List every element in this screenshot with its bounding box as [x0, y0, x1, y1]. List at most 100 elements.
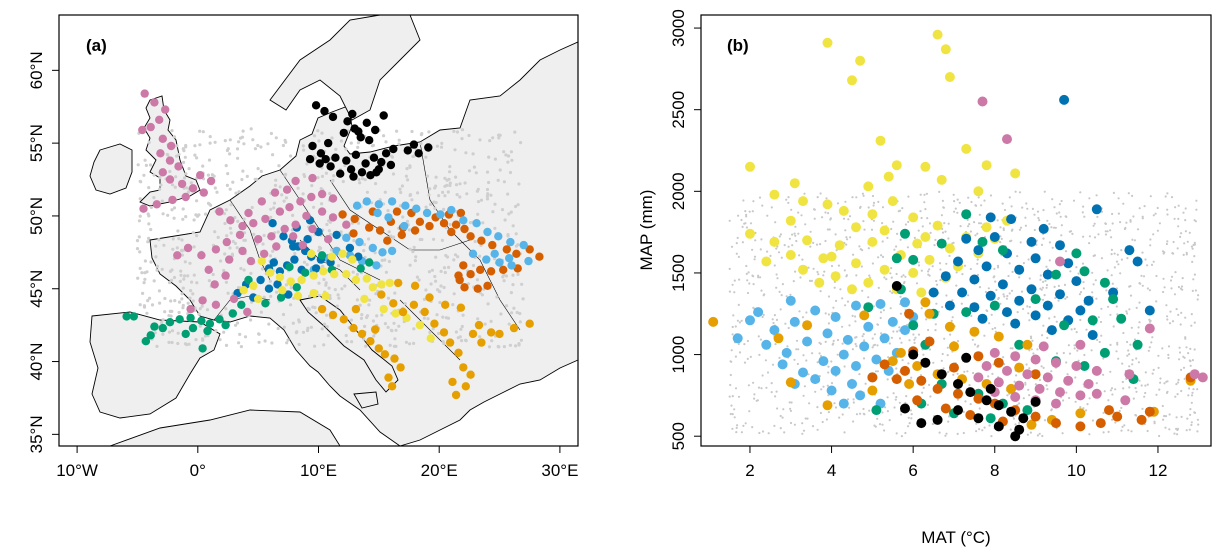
scatter-bg-point: [782, 408, 785, 411]
scatter-bg-point: [1046, 388, 1049, 391]
map-bg-point: [459, 327, 463, 331]
scatter-bg-point: [781, 283, 785, 286]
map-bg-point: [138, 266, 142, 270]
map-bg-point: [169, 299, 173, 303]
scatter-bg-point: [1003, 295, 1006, 298]
scatter-bg-point: [824, 239, 827, 243]
map-bg-point: [142, 304, 146, 308]
map-bg-point: [197, 312, 201, 316]
map-bg-point: [211, 272, 215, 277]
map-panel: 10°W 0° 10°E 20°E 30°E35°N40°N45°N50°N55°N60…: [27, 14, 579, 480]
scatter-bg-point: [811, 352, 814, 355]
map-point: [384, 373, 393, 382]
map-bg-point: [233, 241, 237, 245]
map-bg-point: [237, 341, 241, 345]
map-bg-point: [184, 215, 188, 219]
scatter-point: [1059, 320, 1070, 331]
map-point: [349, 323, 358, 333]
map-bg-point: [277, 164, 281, 168]
scatter-bg-point: [1018, 228, 1022, 231]
map-point: [155, 115, 164, 125]
scatter-bg-point: [1002, 293, 1005, 296]
map-bg-point: [236, 156, 240, 160]
scatter-bg-point: [987, 375, 990, 378]
map-bg-point: [170, 208, 174, 212]
scatter-bg-point: [1079, 318, 1082, 322]
scatter-bg-point: [1134, 387, 1137, 390]
map-bg-point: [480, 293, 484, 297]
scatter-bg-point: [896, 330, 899, 333]
scatter-bg-point: [1153, 420, 1156, 423]
map-y-tick-label: 45°N: [27, 270, 46, 308]
scatter-point: [900, 365, 910, 376]
map-bg-point: [430, 268, 434, 272]
map-point: [383, 236, 392, 245]
scatter-bg-point: [761, 430, 765, 433]
scatter-bg-point: [920, 307, 923, 310]
scatter-bg-point: [1041, 286, 1044, 289]
scatter-bg-point: [817, 273, 820, 276]
map-bg-point: [293, 251, 297, 256]
scatter-bg-point: [889, 272, 892, 275]
scatter-bg-point: [827, 411, 831, 414]
scatter-bg-point: [1190, 394, 1194, 397]
scatter-bg-point: [1158, 388, 1161, 391]
map-point: [321, 155, 330, 164]
map-bg-point: [471, 152, 475, 156]
scatter-bg-point: [1152, 368, 1155, 371]
map-bg-point: [289, 154, 293, 158]
scatter-point: [936, 369, 947, 380]
scatter-bg-point: [1097, 233, 1100, 236]
scatter-bg-point: [787, 196, 790, 199]
map-bg-point: [253, 177, 257, 181]
scatter-bg-point: [787, 326, 790, 330]
scatter-point: [969, 302, 980, 313]
map-bg-point: [497, 345, 501, 349]
scatter-bg-point: [1082, 407, 1085, 410]
scatter-bg-point: [885, 278, 888, 281]
scatter-bg-point: [1069, 270, 1072, 273]
map-bg-point: [173, 299, 177, 303]
scatter-bg-point: [1187, 352, 1190, 355]
scatter-bg-point: [1190, 324, 1193, 327]
scatter-bg-point: [999, 302, 1002, 305]
map-point: [272, 242, 281, 251]
map-bg-point: [219, 259, 223, 263]
scatter-bg-point: [834, 406, 838, 409]
scatter-bg-point: [945, 432, 948, 435]
map-bg-point: [392, 344, 396, 348]
map-bg-point: [357, 177, 361, 182]
map-point: [210, 280, 219, 289]
scatter-bg-point: [744, 210, 747, 213]
scatter-bg-point: [1155, 300, 1158, 303]
map-bg-point: [392, 235, 396, 239]
scatter-bg-point: [795, 348, 798, 351]
scatter-points: [708, 29, 1208, 442]
map-point: [451, 220, 461, 229]
scatter-bg-point: [862, 220, 865, 223]
scatter-bg-point: [1030, 348, 1033, 351]
map-bg-point: [432, 200, 436, 204]
scatter-bg-point: [735, 426, 738, 429]
scatter-bg-point: [1110, 236, 1113, 239]
scatter-bg-point: [868, 274, 871, 277]
map-bg-point: [237, 140, 241, 144]
map-point: [369, 153, 379, 162]
scatter-bg-point: [832, 306, 835, 309]
scatter-bg-point: [1064, 250, 1068, 253]
map-bg-point: [505, 304, 509, 308]
scatter-bg-point: [907, 425, 910, 428]
map-point: [348, 255, 357, 264]
scatter-bg-point: [1039, 274, 1042, 277]
scatter-bg-point: [910, 417, 913, 420]
map-bg-point: [181, 286, 185, 290]
scatter-bg-point: [895, 367, 898, 370]
scatter-point: [785, 377, 796, 388]
map-bg-point: [269, 207, 273, 211]
map-bg-point: [335, 304, 339, 308]
map-bg-point: [487, 345, 492, 349]
map-bg-point: [474, 171, 478, 175]
map-point: [357, 168, 367, 177]
scatter-bg-point: [1029, 431, 1032, 434]
map-bg-point: [142, 281, 146, 285]
